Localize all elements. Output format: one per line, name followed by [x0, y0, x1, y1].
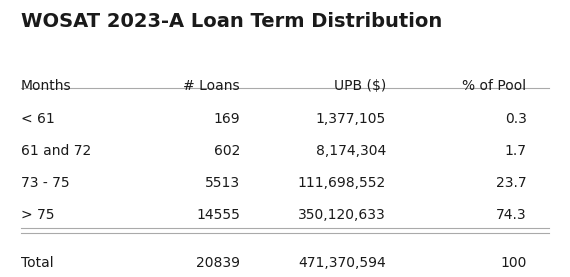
- Text: 20839: 20839: [196, 256, 240, 270]
- Text: 602: 602: [214, 144, 240, 158]
- Text: 23.7: 23.7: [496, 176, 527, 190]
- Text: 111,698,552: 111,698,552: [298, 176, 386, 190]
- Text: % of Pool: % of Pool: [462, 79, 527, 93]
- Text: 74.3: 74.3: [496, 208, 527, 222]
- Text: 1.7: 1.7: [504, 144, 527, 158]
- Text: WOSAT 2023-A Loan Term Distribution: WOSAT 2023-A Loan Term Distribution: [21, 12, 442, 31]
- Text: # Loans: # Loans: [184, 79, 240, 93]
- Text: Total: Total: [21, 256, 54, 270]
- Text: 100: 100: [500, 256, 527, 270]
- Text: 5513: 5513: [205, 176, 240, 190]
- Text: UPB ($): UPB ($): [334, 79, 386, 93]
- Text: 0.3: 0.3: [504, 112, 527, 126]
- Text: 14555: 14555: [196, 208, 240, 222]
- Text: 471,370,594: 471,370,594: [298, 256, 386, 270]
- Text: < 61: < 61: [21, 112, 55, 126]
- Text: 169: 169: [213, 112, 240, 126]
- Text: Months: Months: [21, 79, 72, 93]
- Text: > 75: > 75: [21, 208, 55, 222]
- Text: 61 and 72: 61 and 72: [21, 144, 91, 158]
- Text: 73 - 75: 73 - 75: [21, 176, 70, 190]
- Text: 8,174,304: 8,174,304: [316, 144, 386, 158]
- Text: 350,120,633: 350,120,633: [298, 208, 386, 222]
- Text: 1,377,105: 1,377,105: [316, 112, 386, 126]
